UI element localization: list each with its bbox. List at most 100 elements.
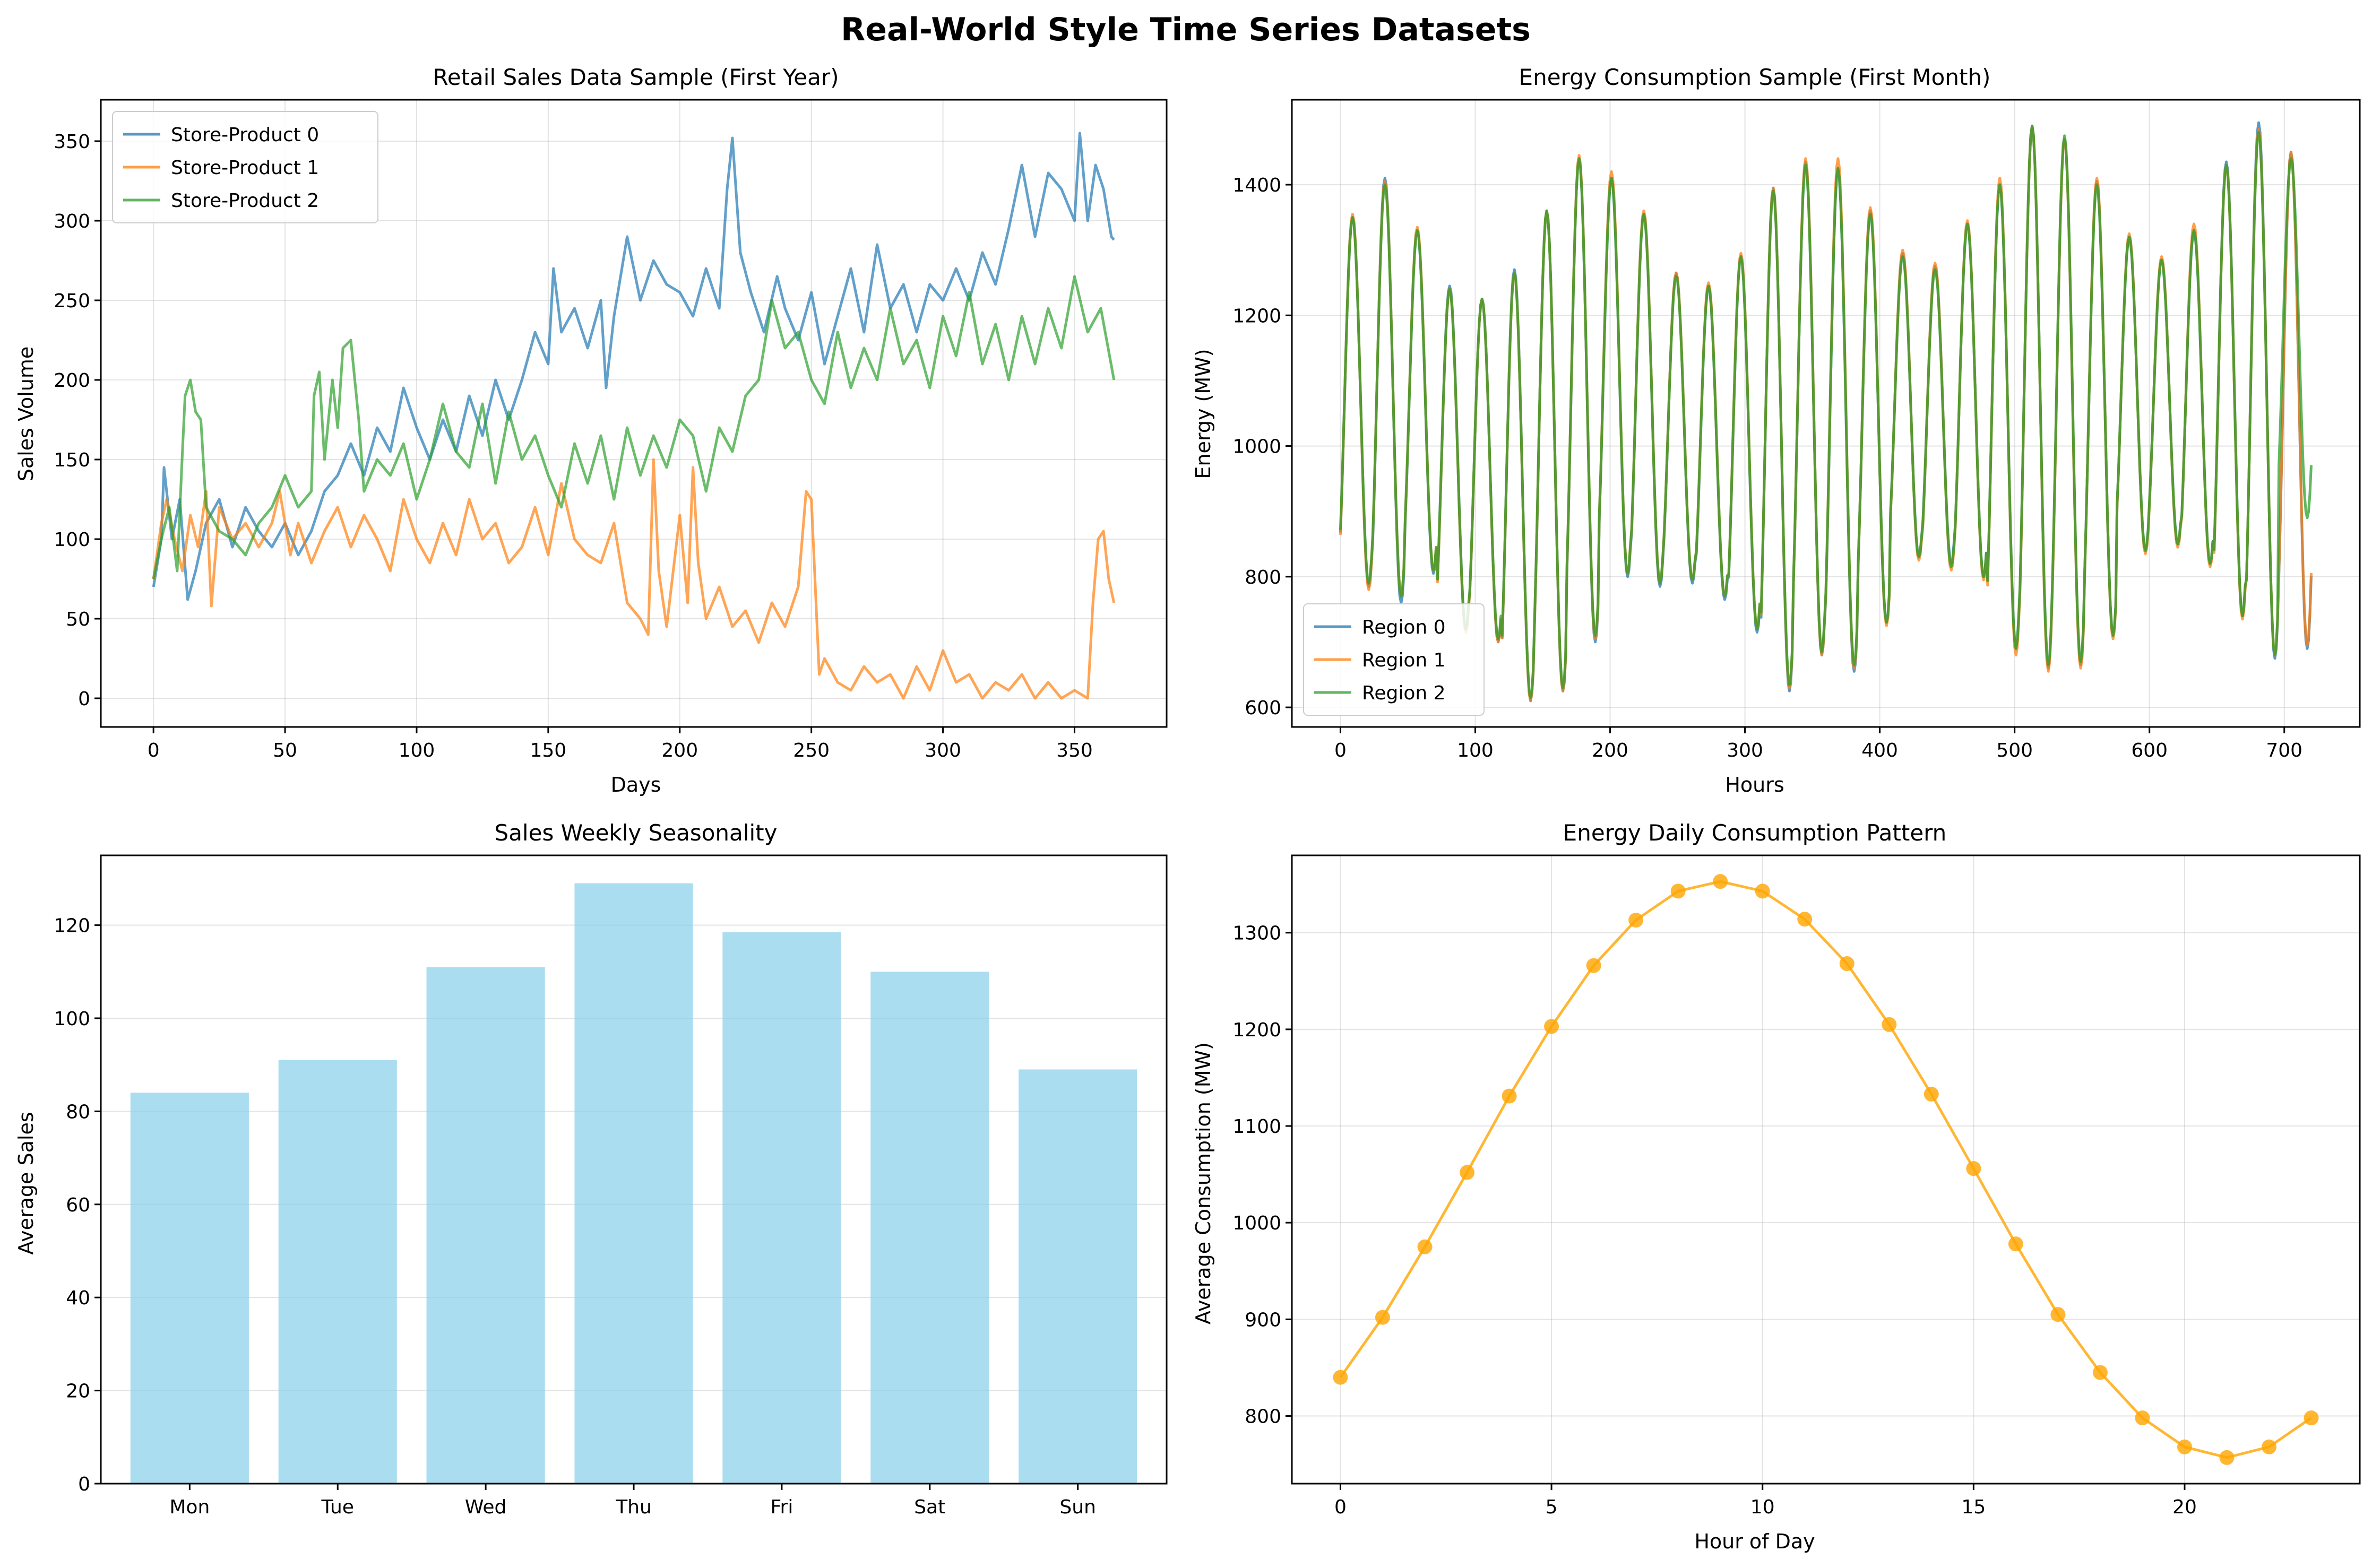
daily-data-point — [2304, 1410, 2319, 1426]
daily-data-point — [2177, 1439, 2192, 1454]
retail-sales-chart: Retail Sales Data Sample (First Year) Da… — [14, 64, 1168, 796]
energy-legend-label: Region 2 — [1362, 682, 1446, 704]
daily-data-point — [1966, 1161, 1981, 1176]
retail-y-tick-label: 350 — [54, 131, 90, 153]
energy-x-tick-label: 500 — [1996, 740, 2033, 761]
retail-legend-label: Store-Product 2 — [171, 190, 319, 212]
weekly-y-axis-label: Average Sales — [14, 1112, 38, 1254]
weekly-y-tick-label: 40 — [66, 1287, 90, 1309]
daily-data-point — [1502, 1088, 1517, 1104]
energy-x-tick-label: 400 — [1861, 740, 1898, 761]
daily-data-point — [2092, 1365, 2108, 1380]
energy-x-tick-label: 100 — [1457, 740, 1494, 761]
energy-y-tick-label: 600 — [1245, 697, 1281, 719]
energy-x-tick-label: 200 — [1592, 740, 1628, 761]
energy-consumption-chart: Energy Consumption Sample (First Month) … — [1192, 64, 2361, 796]
daily-series-line — [1339, 880, 2312, 1459]
daily-y-tick-label: 1200 — [1232, 1019, 1281, 1041]
retail-x-tick-label: 250 — [793, 740, 830, 761]
daily-y-tick-label: 1100 — [1232, 1116, 1281, 1138]
daily-data-point — [1375, 1310, 1390, 1325]
weekly-y-tick-label: 100 — [54, 1008, 90, 1030]
energy-y-tick-label: 800 — [1245, 567, 1281, 588]
weekly-x-tick-label: Mon — [169, 1496, 210, 1518]
weekly-x-tick-label: Wed — [465, 1496, 507, 1518]
weekly-y-tick-label: 120 — [54, 915, 90, 937]
retail-x-tick-label: 150 — [530, 740, 567, 761]
retail-x-tick-label: 50 — [273, 740, 297, 761]
daily-x-tick-label: 15 — [1961, 1496, 1986, 1518]
energy-x-tick-label: 600 — [2131, 740, 2168, 761]
daily-x-tick-label: 0 — [1334, 1496, 1347, 1518]
retail-legend-label: Store-Product 0 — [171, 124, 319, 146]
daily-x-axis-label: Hour of Day — [1694, 1530, 1815, 1553]
energy-y-tick-label: 1200 — [1232, 305, 1281, 327]
retail-x-tick-label: 0 — [148, 740, 160, 761]
energy-y-axis-label: Energy (MW) — [1192, 349, 1215, 479]
energy-x-axis-label: Hours — [1725, 773, 1784, 796]
weekly-bar — [722, 932, 841, 1484]
daily-data-point — [1333, 1370, 1348, 1385]
energy-chart-title: Energy Consumption Sample (First Month) — [1519, 64, 1991, 90]
weekly-bar — [870, 972, 989, 1484]
retail-series-line — [152, 132, 1115, 601]
retail-y-tick-label: 0 — [78, 688, 90, 710]
daily-data-point — [1417, 1239, 1433, 1254]
energy-legend-box — [1303, 603, 1485, 716]
daily-data-point — [1670, 883, 1686, 899]
weekly-x-tick-label: Fri — [770, 1496, 793, 1518]
weekly-chart-title: Sales Weekly Seasonality — [495, 820, 778, 846]
weekly-bar — [426, 967, 545, 1484]
retail-x-tick-label: 350 — [1056, 740, 1093, 761]
daily-data-point — [2219, 1450, 2235, 1465]
retail-x-axis-label: Days — [611, 773, 661, 796]
daily-data-point — [1460, 1165, 1475, 1180]
weekly-bar — [278, 1060, 397, 1484]
daily-x-tick-label: 5 — [1546, 1496, 1558, 1518]
daily-data-point — [1628, 913, 1644, 928]
daily-data-point — [1544, 1019, 1559, 1034]
daily-data-point — [2135, 1410, 2150, 1426]
daily-data-point — [1839, 956, 1855, 972]
retail-y-tick-label: 200 — [54, 370, 90, 392]
retail-legend-label: Store-Product 1 — [171, 157, 319, 179]
daily-data-point — [2008, 1236, 2023, 1252]
retail-plot-frame — [100, 99, 1168, 728]
daily-y-axis-label: Average Consumption (MW) — [1192, 1042, 1215, 1324]
weekly-seasonality-chart: Sales Weekly Seasonality Average Sales 0… — [14, 820, 1168, 1518]
retail-y-tick-label: 250 — [54, 290, 90, 312]
weekly-x-tick-label: Tue — [321, 1496, 354, 1518]
daily-chart-title: Energy Daily Consumption Pattern — [1563, 820, 1947, 846]
daily-plot-frame — [1291, 854, 2361, 1485]
weekly-y-tick-label: 0 — [78, 1474, 90, 1495]
energy-x-tick-label: 0 — [1334, 740, 1347, 761]
weekly-x-tick-label: Sat — [914, 1496, 945, 1518]
weekly-y-tick-label: 20 — [66, 1381, 90, 1402]
weekly-x-tick-label: Sun — [1059, 1496, 1096, 1518]
weekly-x-tick-label: Thu — [615, 1496, 652, 1518]
energy-plot-frame — [1291, 99, 2361, 728]
daily-data-point — [1713, 874, 1728, 889]
retail-x-tick-label: 300 — [925, 740, 961, 761]
retail-series-line — [152, 458, 1116, 700]
daily-data-point — [2262, 1439, 2277, 1454]
daily-x-tick-label: 10 — [1750, 1496, 1775, 1518]
daily-data-point — [1797, 912, 1813, 927]
daily-data-point — [1924, 1086, 1939, 1102]
daily-y-tick-label: 1300 — [1232, 923, 1281, 945]
weekly-bar — [130, 1093, 249, 1484]
daily-y-tick-label: 800 — [1245, 1406, 1281, 1427]
daily-data-point — [1586, 958, 1601, 973]
weekly-bar — [1019, 1069, 1137, 1484]
weekly-y-tick-label: 60 — [66, 1194, 90, 1216]
daily-pattern-chart: Energy Daily Consumption Pattern Hour of… — [1192, 820, 2361, 1553]
weekly-bar — [574, 883, 693, 1484]
energy-x-tick-label: 700 — [2266, 740, 2302, 761]
daily-data-point — [1755, 883, 1770, 899]
daily-data-point — [2050, 1307, 2066, 1322]
energy-legend-label: Region 1 — [1362, 649, 1446, 671]
daily-y-tick-label: 900 — [1245, 1309, 1281, 1331]
retail-y-tick-label: 300 — [54, 211, 90, 232]
energy-series-line — [1339, 124, 2313, 699]
weekly-y-tick-label: 80 — [66, 1101, 90, 1123]
